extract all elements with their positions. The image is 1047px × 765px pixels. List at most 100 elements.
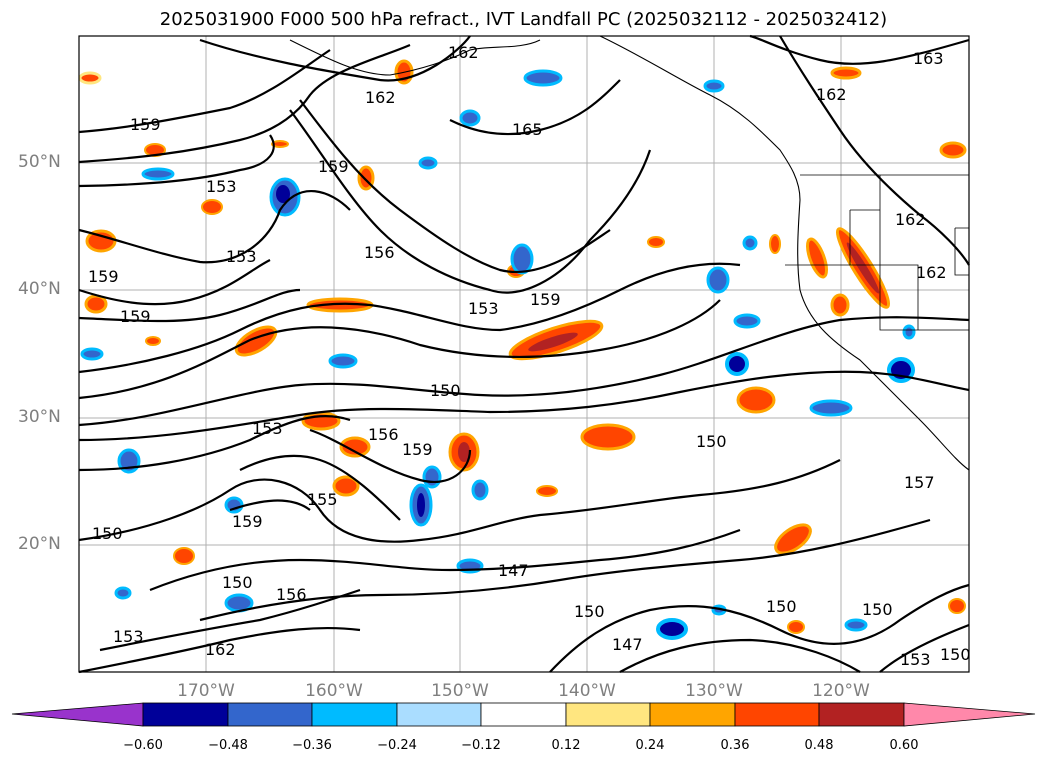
contour-label: 153: [468, 299, 499, 318]
positive-anomaly: [78, 71, 102, 85]
contour-label: 150: [430, 381, 461, 400]
negative-anomaly: [459, 109, 481, 127]
coastlines: [289, 35, 970, 471]
negative-anomaly: [733, 313, 761, 329]
contour-line: [239, 454, 401, 521]
positive-anomaly: [173, 547, 195, 565]
contour-labels: 162 163 162 162 159 165 159 153 153 156 …: [88, 43, 971, 669]
positive-anomaly: [339, 436, 371, 458]
negative-anomaly: [418, 156, 438, 170]
state-border: [849, 209, 919, 330]
positive-anomaly: [145, 336, 161, 346]
contour-line: [78, 316, 970, 427]
contour-label: 162: [205, 640, 236, 659]
positive-anomaly-strong: [846, 242, 880, 294]
colorbar-bin: [311, 702, 398, 727]
negative-anomaly: [703, 79, 725, 93]
colorbar-extend-high: [903, 702, 1036, 727]
negative-anomaly: [141, 167, 175, 181]
contour-line: [879, 623, 970, 673]
contour-label: 150: [862, 600, 893, 619]
colorbar-tick: −0.48: [208, 738, 248, 753]
lon-label-150w: 150°W: [431, 681, 489, 701]
contour-line: [299, 99, 611, 273]
colorbar-tick: −0.60: [123, 738, 163, 753]
negative-anomaly: [471, 479, 489, 501]
negative-anomaly: [328, 353, 358, 369]
contour-line: [309, 428, 472, 483]
contour-label: 156: [364, 243, 395, 262]
gridlines: [79, 36, 969, 672]
negative-anomaly: [706, 266, 730, 294]
contour-line: [619, 638, 861, 673]
colorbar-tick: 0.12: [551, 738, 581, 753]
positive-anomaly: [536, 485, 558, 497]
positive-anomaly: [271, 140, 289, 148]
contour-line: [289, 109, 652, 294]
contour-label: 150: [92, 524, 123, 543]
positive-anomaly: [84, 294, 108, 314]
map-title: 2025031900 F000 500 hPa refract., IVT La…: [159, 9, 888, 30]
colorbar-extend-low: [11, 702, 144, 727]
colorbar-tick: 0.24: [635, 738, 665, 753]
lat-label-30n: 30°N: [18, 407, 61, 427]
contour-label: 155: [307, 490, 338, 509]
negative-anomaly: [902, 324, 916, 340]
contour-line: [78, 49, 331, 134]
state-border: [879, 175, 969, 331]
lat-label-50n: 50°N: [18, 152, 61, 172]
positive-anomaly-strong: [458, 442, 470, 462]
contour-line: [779, 35, 970, 266]
positive-anomaly: [332, 475, 360, 497]
contour-label: 159: [120, 307, 151, 326]
colorbar-bin: [565, 702, 651, 727]
positive-anomaly: [647, 236, 665, 248]
colorbar-bin: [649, 702, 736, 727]
positive-anomaly: [201, 199, 223, 215]
contour-lines: [78, 34, 970, 674]
contour-line: [749, 34, 970, 65]
contour-label: 157: [904, 473, 935, 492]
contour-label: 150: [696, 432, 727, 451]
negative-anomaly: [742, 235, 758, 251]
contour-label: 159: [530, 290, 561, 309]
positive-anomaly: [830, 66, 862, 80]
contour-label: 159: [88, 267, 119, 286]
contour-label: 159: [402, 440, 433, 459]
contour-label: 159: [232, 512, 263, 531]
colorbar-bin: [734, 702, 820, 727]
contour-label: 156: [368, 425, 399, 444]
colorbar-bin: [396, 702, 482, 727]
colorbar-bin: [142, 702, 229, 727]
state-border: [954, 227, 969, 276]
contour-line: [149, 528, 741, 592]
positive-anomaly: [806, 237, 828, 279]
positive-anomaly: [948, 598, 966, 614]
contour-label: 162: [916, 263, 947, 282]
contour-label: 162: [448, 43, 479, 62]
contour-label: 150: [222, 573, 253, 592]
contour-line: [78, 190, 351, 264]
lon-label-140w: 140°W: [558, 681, 616, 701]
contour-label: 153: [900, 650, 931, 669]
contour-line: [78, 414, 351, 472]
lat-label-40n: 40°N: [18, 279, 61, 299]
contour-label: 150: [574, 602, 605, 621]
negative-anomaly: [80, 347, 104, 361]
positive-anomaly-strong: [528, 332, 578, 352]
contour-label: 159: [318, 157, 349, 176]
positive-anomaly: [85, 229, 117, 253]
lon-label-160w: 160°W: [305, 681, 363, 701]
negative-anomaly-strong: [417, 493, 425, 517]
contour-line: [199, 35, 471, 82]
negative-anomaly: [224, 496, 244, 514]
map-frame: [78, 35, 970, 673]
contour-line: [229, 499, 311, 512]
positive-anomaly: [774, 523, 812, 555]
contour-line: [549, 583, 970, 673]
lon-label-130w: 130°W: [685, 681, 743, 701]
contour-line: [78, 262, 741, 374]
contour-line: [78, 288, 301, 323]
colorbar-bin: [480, 702, 567, 727]
